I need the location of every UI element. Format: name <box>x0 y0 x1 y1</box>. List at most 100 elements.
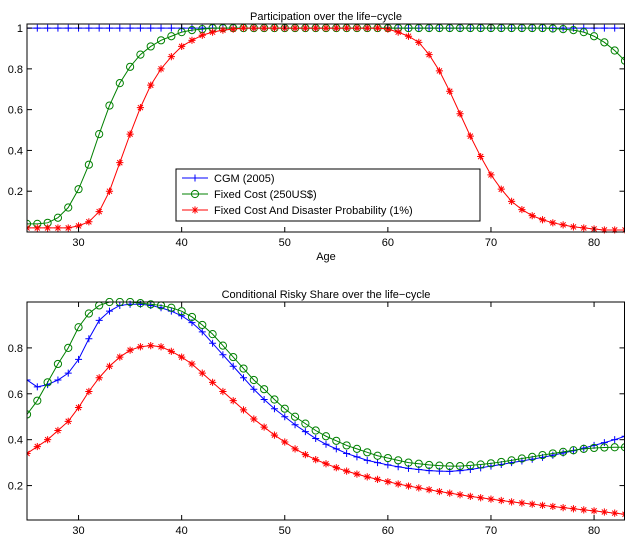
data-point <box>229 362 237 370</box>
data-point <box>559 504 567 512</box>
data-point <box>64 24 72 32</box>
data-point <box>198 31 206 39</box>
data-point <box>53 213 63 222</box>
data-point <box>600 439 608 447</box>
data-point <box>322 24 330 32</box>
legend-box <box>175 168 481 222</box>
data-point <box>43 378 52 387</box>
data-point <box>363 473 371 481</box>
data-point <box>332 24 340 32</box>
data-point <box>198 320 207 330</box>
data-point <box>84 160 93 169</box>
data-point <box>33 396 42 405</box>
data-point <box>167 24 175 32</box>
data-point <box>260 423 268 431</box>
data-point <box>343 467 351 475</box>
data-point <box>497 185 505 193</box>
data-point <box>610 46 619 55</box>
data-point <box>456 110 464 118</box>
data-point <box>373 475 382 483</box>
data-point <box>352 444 362 453</box>
data-point <box>27 376 31 384</box>
legend-label: CGM (2005) <box>214 173 275 185</box>
data-point <box>415 38 423 46</box>
data-point <box>64 417 72 425</box>
data-point <box>290 412 300 421</box>
y-tick-label: 0.8 <box>8 343 23 355</box>
data-point <box>239 364 248 373</box>
data-point <box>239 406 248 414</box>
data-point <box>157 343 165 351</box>
y-tick-label: 0.2 <box>8 481 23 493</box>
data-point <box>260 385 269 394</box>
data-point <box>291 421 299 429</box>
data-point <box>321 432 331 441</box>
data-point <box>620 56 625 65</box>
data-point <box>157 65 165 73</box>
data-point <box>44 24 52 32</box>
data-point <box>394 28 402 36</box>
data-point <box>363 448 372 457</box>
data-point <box>487 495 495 503</box>
risky-share-chart: 30 40 50 60 70 80 0.2 0.4 0.6 0.8 Conditional Risk… <box>8 289 625 536</box>
data-point <box>620 443 625 452</box>
data-point <box>497 496 505 505</box>
x-tick-label: 50 <box>279 237 291 249</box>
data-point <box>301 428 309 436</box>
data-point <box>353 453 361 461</box>
data-point <box>270 405 278 413</box>
data-point <box>332 464 340 472</box>
data-point <box>477 494 485 502</box>
legend-entry-1: CGM (2005) <box>182 173 275 185</box>
data-point <box>446 467 454 475</box>
y-tick-label: 0.4 <box>8 435 23 447</box>
data-point <box>384 461 392 469</box>
data-point <box>589 443 599 453</box>
x-tick-label: 40 <box>176 237 188 249</box>
data-point <box>178 312 186 320</box>
data-point <box>332 445 340 453</box>
x-tick-label: 30 <box>72 525 84 536</box>
data-point <box>33 442 41 451</box>
data-point <box>476 460 485 469</box>
data-point <box>538 450 547 460</box>
data-point <box>229 352 238 362</box>
data-point <box>456 491 464 499</box>
data-point <box>477 152 485 161</box>
data-point <box>611 436 619 444</box>
x-tick-label: 40 <box>176 525 188 536</box>
x-axis-label: Age <box>316 251 336 263</box>
data-point <box>486 459 496 468</box>
data-point <box>528 500 536 508</box>
data-point <box>250 24 258 32</box>
data-point <box>579 444 588 453</box>
data-point <box>611 509 619 517</box>
legend-marker <box>191 206 199 214</box>
data-point <box>126 346 134 354</box>
data-point <box>105 307 113 315</box>
y-tick-label: 0.8 <box>8 64 23 76</box>
data-point <box>343 449 351 457</box>
data-point <box>342 441 351 450</box>
legend-marker <box>191 174 199 182</box>
data-point <box>435 67 444 75</box>
data-point <box>446 87 454 95</box>
data-point <box>136 24 144 32</box>
data-point <box>209 339 217 347</box>
data-point <box>301 24 309 32</box>
data-point <box>559 221 567 229</box>
data-point <box>250 415 258 423</box>
y-tick-label: 0.6 <box>8 105 23 117</box>
data-point <box>518 499 526 507</box>
y-tick-label: 0.6 <box>8 389 23 401</box>
data-point <box>64 369 72 377</box>
data-point <box>167 32 176 41</box>
data-point <box>312 24 320 32</box>
data-point <box>33 383 41 391</box>
data-point <box>455 461 465 471</box>
data-point <box>136 299 145 308</box>
data-point <box>85 335 93 343</box>
data-point <box>579 28 588 37</box>
data-point <box>219 26 227 34</box>
legend-entry-2: Fixed Cost (250US$) <box>182 189 317 201</box>
